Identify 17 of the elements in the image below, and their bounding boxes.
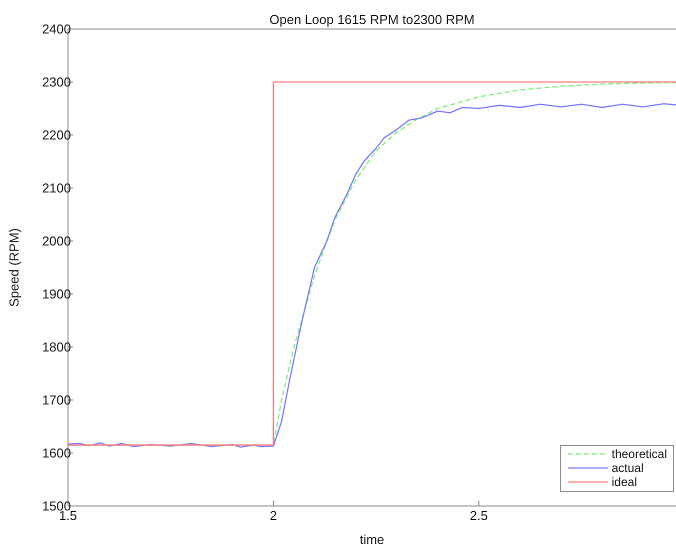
chart-title: Open Loop 1615 RPM to2300 RPM: [269, 12, 475, 27]
y-tick-label: 1900: [42, 286, 71, 302]
y-tick-label: 1700: [42, 392, 71, 408]
y-tick-label: 2400: [42, 22, 71, 37]
y-tick-label: 2200: [42, 128, 71, 143]
legend-label: ideal: [612, 475, 637, 489]
x-tick-label: 2: [270, 508, 278, 524]
legend-label: theoretical: [612, 447, 667, 461]
y-tick-label: 2300: [42, 74, 71, 90]
y-tick-label: 1800: [42, 340, 71, 355]
y-tick-label: 2100: [42, 180, 71, 196]
y-tick-label: 1600: [42, 446, 71, 461]
x-axis-title: time: [360, 532, 384, 547]
y-tick-label: 2000: [42, 234, 71, 249]
x-tick-label: 2.5: [470, 508, 488, 524]
y-axis-title: Speed (RPM): [6, 228, 22, 307]
legend-label: actual: [612, 461, 644, 475]
